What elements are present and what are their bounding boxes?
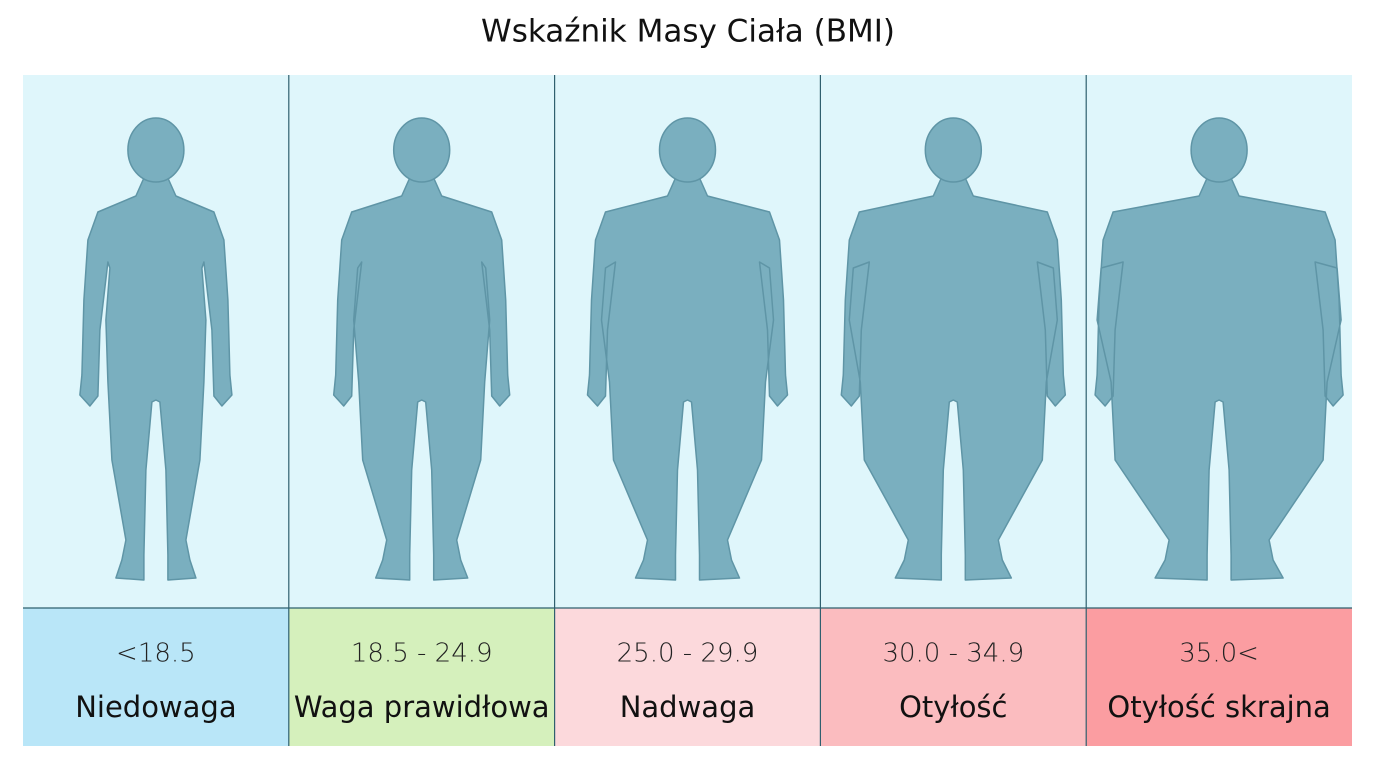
- category-band: [1086, 608, 1352, 746]
- silhouette-body: [79, 177, 233, 581]
- category-label: Niedowaga: [75, 690, 236, 724]
- silhouette-body: [1094, 177, 1344, 581]
- category-label: Waga prawidłowa: [294, 690, 550, 724]
- silhouette-head: [127, 117, 185, 183]
- silhouette-body: [332, 177, 511, 581]
- bmi-range: 30.0 - 34.9: [882, 639, 1024, 669]
- silhouette-head: [924, 117, 983, 183]
- silhouette-body: [840, 177, 1067, 581]
- bmi-range: 35.0<: [1179, 639, 1259, 669]
- category-band: [288, 608, 555, 746]
- silhouette-head: [658, 117, 717, 183]
- bmi-range: 25.0 - 29.9: [617, 639, 759, 669]
- bmi-range: 18.5 - 24.9: [351, 639, 493, 669]
- silhouette-body: [586, 177, 789, 581]
- category-label: Otyłość skrajna: [1107, 690, 1330, 724]
- category-label: Nadwaga: [620, 690, 756, 724]
- category-band: [820, 608, 1087, 746]
- category-band: [23, 608, 289, 746]
- category-label: Otyłość: [899, 690, 1007, 724]
- bmi-range: <18.5: [116, 639, 196, 669]
- category-band: [554, 608, 821, 746]
- silhouette-head: [1190, 117, 1248, 183]
- title: Wskaźnik Masy Ciała (BMI): [481, 14, 895, 50]
- silhouette-head: [392, 117, 451, 183]
